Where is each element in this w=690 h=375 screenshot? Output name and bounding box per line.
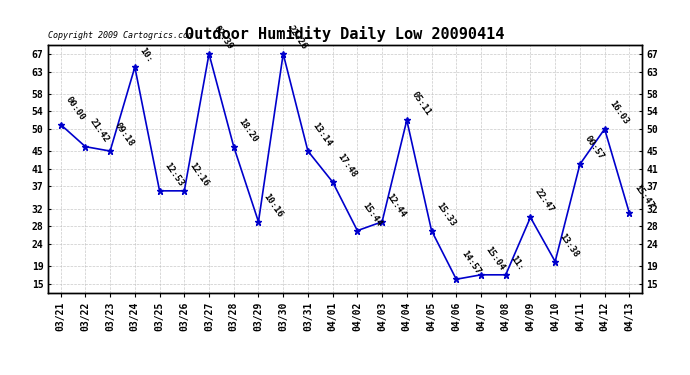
Text: 15:33: 15:33: [434, 201, 457, 228]
Text: 10:16: 10:16: [262, 192, 284, 219]
Text: Copyright 2009 Cartogrics.com: Copyright 2009 Cartogrics.com: [48, 31, 193, 40]
Text: 13:14: 13:14: [310, 121, 333, 148]
Text: 05:11: 05:11: [410, 90, 433, 117]
Text: 22:26: 22:26: [286, 24, 308, 51]
Text: 00:57: 00:57: [582, 134, 605, 162]
Text: 15:44: 15:44: [360, 201, 383, 228]
Text: 15:04: 15:04: [484, 245, 506, 272]
Title: Outdoor Humidity Daily Low 20090414: Outdoor Humidity Daily Low 20090414: [186, 27, 504, 42]
Text: 14:57: 14:57: [459, 249, 482, 276]
Text: 21:42: 21:42: [88, 117, 111, 144]
Text: 16:03: 16:03: [607, 99, 630, 126]
Text: 09:18: 09:18: [113, 121, 136, 148]
Text: 18:20: 18:20: [237, 117, 259, 144]
Text: 12:44: 12:44: [385, 192, 408, 219]
Text: 12:53: 12:53: [162, 161, 185, 188]
Text: 15:47: 15:47: [632, 183, 655, 210]
Text: 10:: 10:: [137, 46, 155, 64]
Text: 11:: 11:: [509, 254, 525, 272]
Text: 17:48: 17:48: [335, 152, 358, 179]
Text: 00:00: 00:00: [63, 94, 86, 122]
Text: 13:38: 13:38: [558, 232, 581, 259]
Text: 02:39: 02:39: [212, 24, 235, 51]
Text: 22:47: 22:47: [533, 188, 556, 214]
Text: 12:16: 12:16: [187, 161, 210, 188]
